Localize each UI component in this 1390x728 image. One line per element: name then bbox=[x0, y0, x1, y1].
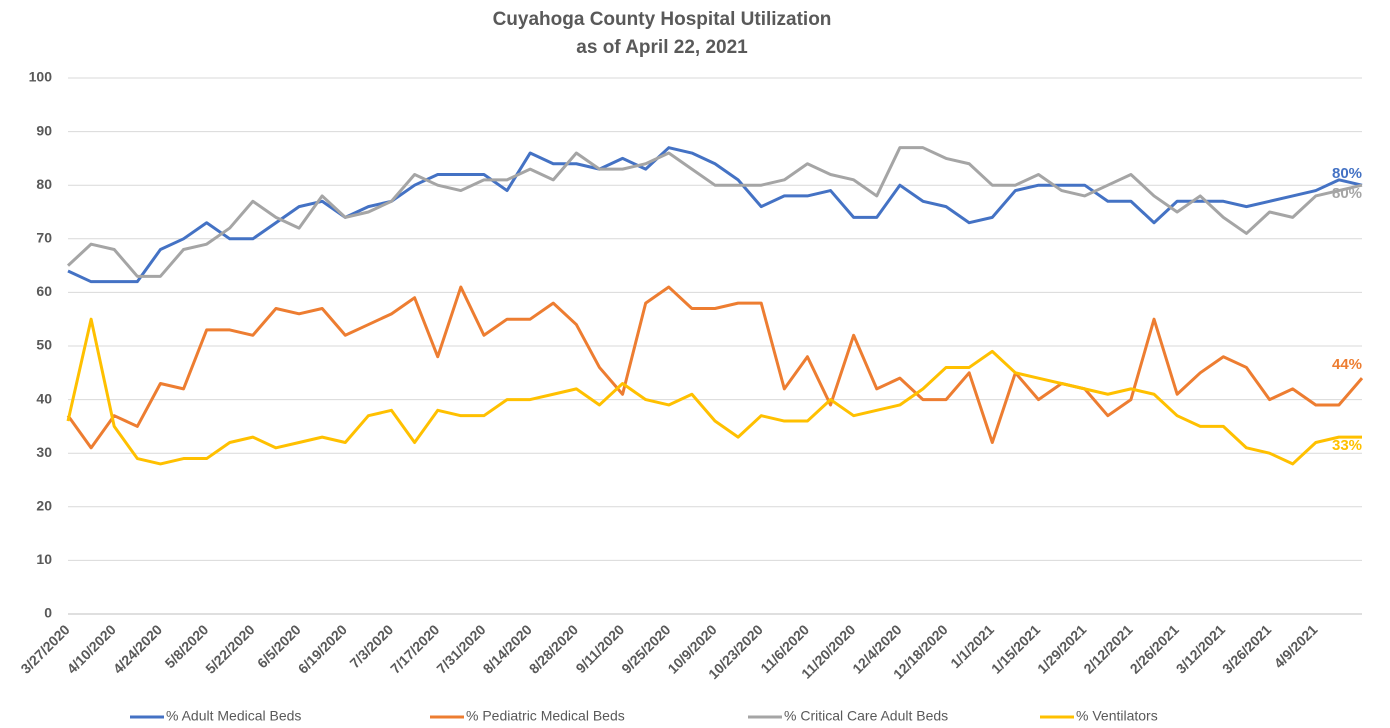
x-tick-label: 3/27/2020 bbox=[17, 621, 73, 677]
x-tick-label: 8/14/2020 bbox=[480, 621, 536, 677]
legend-label: % Adult Medical Beds bbox=[166, 708, 301, 724]
series-line bbox=[67, 146, 1363, 284]
x-tick-label: 8/28/2020 bbox=[526, 621, 582, 677]
x-tick-label: 7/31/2020 bbox=[433, 621, 489, 677]
x-tick-label: 2/26/2021 bbox=[1127, 621, 1183, 677]
x-tick-label: 1/29/2021 bbox=[1034, 621, 1090, 677]
data-label: 80% bbox=[1332, 185, 1362, 202]
x-tick-label: 3/26/2021 bbox=[1219, 621, 1275, 677]
y-tick-label: 20 bbox=[36, 498, 52, 514]
x-tick-label: 4/10/2020 bbox=[64, 621, 120, 677]
y-tick-label: 10 bbox=[36, 551, 52, 567]
x-tick-label: 3/12/2021 bbox=[1173, 621, 1229, 677]
x-tick-label: 9/11/2020 bbox=[572, 621, 627, 676]
x-tick-label: 7/17/2020 bbox=[387, 621, 443, 677]
x-tick-label: 5/22/2020 bbox=[202, 621, 258, 677]
x-tick-label: 4/9/2021 bbox=[1271, 621, 1321, 671]
chart-title: Cuyahoga County Hospital Utilization bbox=[493, 9, 832, 30]
chart-subtitle: as of April 22, 2021 bbox=[576, 37, 748, 58]
y-tick-label: 0 bbox=[44, 605, 52, 621]
x-tick-label: 1/15/2021 bbox=[988, 621, 1044, 677]
x-tick-label: 2/12/2021 bbox=[1080, 621, 1136, 677]
legend-label: % Ventilators bbox=[1076, 708, 1158, 724]
y-tick-label: 50 bbox=[36, 337, 52, 353]
y-tick-label: 70 bbox=[36, 230, 52, 246]
series-line bbox=[66, 317, 1362, 466]
data-label: 44% bbox=[1332, 356, 1362, 373]
data-label: 33% bbox=[1332, 437, 1362, 454]
y-tick-label: 40 bbox=[36, 390, 52, 406]
data-label: 80% bbox=[1332, 165, 1362, 182]
y-tick-label: 30 bbox=[36, 444, 52, 460]
x-tick-label: 9/25/2020 bbox=[618, 621, 674, 677]
legend-label: % Pediatric Medical Beds bbox=[466, 708, 625, 724]
y-tick-label: 60 bbox=[36, 283, 52, 299]
series-line bbox=[66, 146, 1363, 278]
y-tick-label: 80 bbox=[36, 176, 52, 192]
y-tick-label: 100 bbox=[29, 69, 53, 85]
y-tick-label: 90 bbox=[36, 122, 52, 138]
x-tick-label: 6/19/2020 bbox=[295, 621, 351, 677]
legend-label: % Critical Care Adult Beds bbox=[784, 708, 948, 724]
series-line bbox=[66, 285, 1364, 450]
x-tick-label: 4/24/2020 bbox=[110, 621, 166, 677]
